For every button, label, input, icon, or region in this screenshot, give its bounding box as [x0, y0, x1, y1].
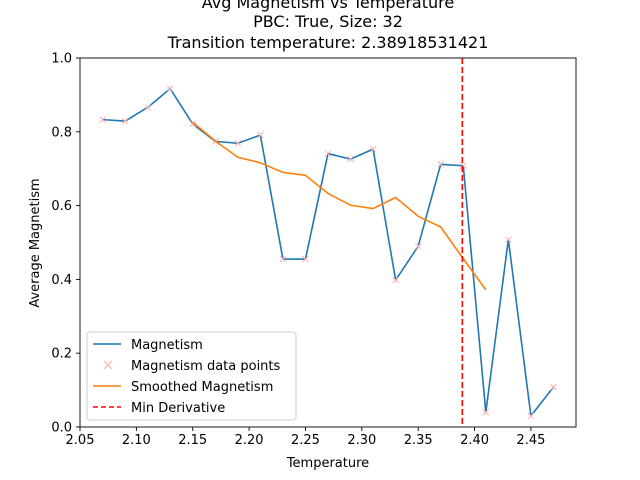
y-tick-label: 0.0: [51, 421, 72, 436]
legend: Magnetism Magnetism data points Smoothed M…: [86, 331, 297, 421]
data-point: [414, 242, 422, 250]
data-point-stroke: [99, 116, 106, 123]
data-point-stroke: [459, 162, 467, 170]
data-point-stroke: [279, 255, 287, 263]
data-point: [527, 412, 535, 420]
data-point: [234, 139, 242, 147]
data-point: [505, 236, 512, 243]
data-point-stroke: [369, 145, 377, 153]
x-tick-label: 2.40: [460, 433, 489, 448]
x-tick-label: 2.20: [235, 433, 264, 448]
legend-entry: Magnetism: [93, 338, 203, 353]
x-tick-label: 2.15: [178, 433, 207, 448]
x-tick-label: 2.25: [291, 433, 320, 448]
x-axis-label: Temperature: [286, 456, 369, 471]
y-tick-label: 0.8: [51, 125, 72, 140]
data-point-stroke: [234, 139, 242, 147]
legend-entry: Smoothed Magnetism: [93, 380, 273, 395]
y-tick-label: 1.0: [51, 52, 72, 67]
data-point: [189, 120, 197, 128]
data-point-stroke: [302, 255, 309, 263]
title-line: Avg Magnetism vs Temperature: [202, 0, 454, 12]
data-point: [482, 408, 490, 416]
data-point: [369, 145, 377, 153]
data-point: [324, 150, 332, 157]
legend-label: Min Derivative: [131, 401, 225, 416]
legend-label: Smoothed Magnetism: [131, 380, 273, 395]
data-point: [550, 383, 557, 391]
x-tick-label: 2.05: [66, 433, 95, 448]
data-point-stroke: [414, 242, 422, 250]
data-point-stroke: [257, 131, 264, 139]
x-tick-label: 2.35: [404, 433, 433, 448]
data-point: [144, 104, 151, 111]
series-line-2: [192, 121, 487, 291]
data-point-stroke: [166, 85, 174, 92]
y-axis-label: Average Magnetism: [28, 178, 43, 307]
data-point: [257, 131, 264, 139]
x-tick-label: 2.45: [516, 433, 545, 448]
data-point-stroke: [505, 236, 512, 243]
data-point-stroke: [324, 150, 332, 157]
data-point-stroke: [347, 155, 354, 163]
data-point: [347, 155, 354, 163]
data-point-stroke: [482, 408, 490, 416]
legend-box: [86, 331, 297, 421]
y-tick-label: 0.6: [51, 199, 72, 214]
title-line: Transition temperature: 2.38918531421: [167, 33, 489, 52]
data-point-stroke: [437, 160, 445, 168]
data-point-stroke: [144, 104, 151, 111]
data-point: [279, 255, 287, 263]
title-line: PBC: True, Size: 32: [253, 12, 403, 31]
data-point: [121, 117, 129, 125]
legend-swatch: [103, 360, 113, 370]
legend-entry: Min Derivative: [93, 401, 225, 416]
data-point-stroke: [189, 120, 197, 128]
x-tick-label: 2.10: [122, 433, 151, 448]
data-point-stroke: [550, 383, 557, 391]
data-point: [166, 85, 174, 92]
data-point: [392, 276, 399, 284]
data-point: [437, 160, 445, 168]
legend-label: Magnetism data points: [131, 359, 281, 374]
y-tick-label: 0.2: [51, 347, 72, 362]
plot-marks: [99, 58, 557, 427]
y-tick-label: 0.4: [51, 273, 72, 288]
legend-entry: Magnetism data points: [103, 359, 281, 374]
legend-label: Magnetism: [131, 338, 203, 353]
plot-frame: [79, 57, 577, 428]
x-tick-label: 2.30: [347, 433, 376, 448]
axes: 2.05 2.10 2.15 2.20 2.25 2.30 2.35 2.40 2.45 0.0 0…: [51, 52, 577, 448]
data-point-stroke: [121, 117, 129, 125]
data-point: [99, 116, 106, 123]
data-point: [459, 162, 467, 170]
data-point: [302, 255, 309, 263]
data-point-stroke: [392, 276, 399, 284]
data-point-stroke: [527, 412, 535, 420]
